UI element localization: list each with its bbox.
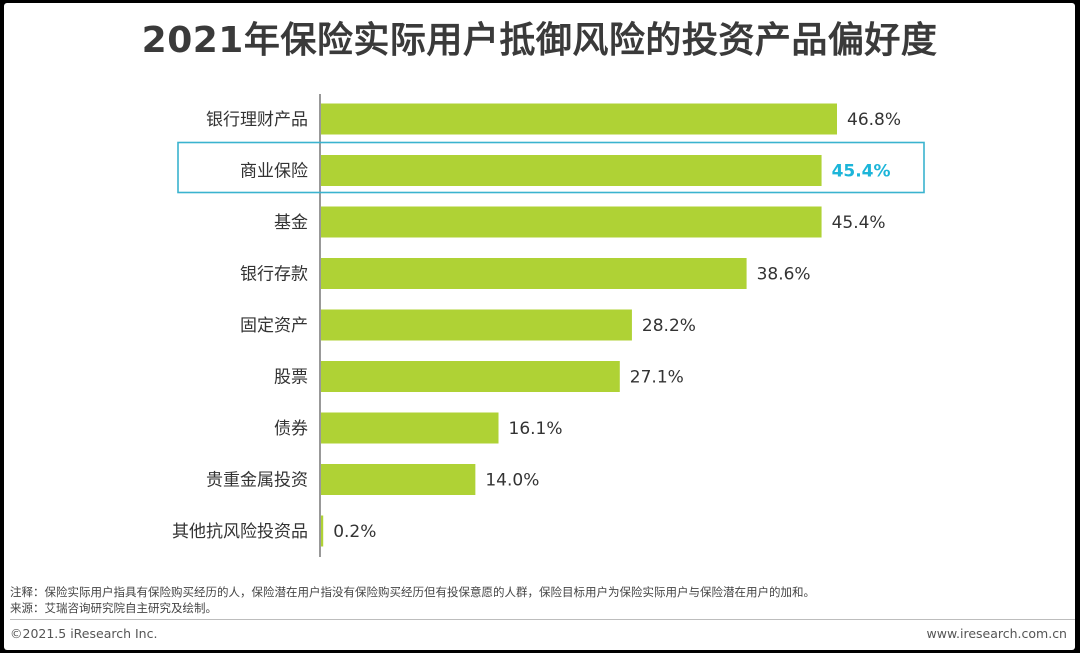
category-label: 银行存款 xyxy=(240,265,308,285)
category-label: 债券 xyxy=(274,419,308,439)
footnote-note: 注释：保险实际用户指具有保险购买经历的人，保险潜在用户指没有保险购买经历但有投保… xyxy=(10,585,815,599)
bar xyxy=(321,103,837,135)
bar xyxy=(321,464,476,495)
category-label: 贵重金属投资 xyxy=(206,471,308,491)
bar xyxy=(321,155,822,186)
value-label: 0.2% xyxy=(333,522,376,542)
category-label: 基金 xyxy=(274,213,308,233)
value-label: 45.4% xyxy=(832,213,886,233)
category-label: 股票 xyxy=(274,368,308,388)
bar xyxy=(321,412,499,444)
category-label: 固定资产 xyxy=(240,316,308,336)
bar xyxy=(321,361,620,392)
bar-chart: 银行理财产品 46.8% 商业保险 45.4% 基金 45.4% 银行存款 38.6% 固定资产… xyxy=(172,94,925,557)
slide: 2021年保险实际用户抵御风险的投资产品偏好度 银行理财产品 46.8% 商业保险 4… xyxy=(4,3,1075,650)
category-label: 银行理财产品 xyxy=(206,110,308,130)
chart-title: 2021年保险实际用户抵御风险的投资产品偏好度 xyxy=(141,20,938,61)
copyright: ©2021.5 iResearch Inc. xyxy=(10,626,158,641)
value-label: 14.0% xyxy=(485,471,539,491)
bar xyxy=(321,309,632,341)
footer-divider xyxy=(10,619,1075,620)
bar xyxy=(321,206,822,238)
category-label: 其他抗风险投资品 xyxy=(172,522,308,542)
bar xyxy=(321,258,747,289)
value-label: 27.1% xyxy=(630,368,684,388)
bar xyxy=(321,515,324,547)
highlight-box xyxy=(177,141,925,194)
value-label: 45.4% xyxy=(832,162,891,182)
value-label: 28.2% xyxy=(642,316,696,336)
value-label: 16.1% xyxy=(509,419,563,439)
value-label: 46.8% xyxy=(847,110,901,130)
value-label: 38.6% xyxy=(757,265,811,285)
category-label: 商业保险 xyxy=(240,162,308,182)
website-link[interactable]: www.iresearch.com.cn xyxy=(926,626,1068,641)
footnote-source: 来源：艾瑞咨询研究院自主研究及绘制。 xyxy=(10,601,217,615)
